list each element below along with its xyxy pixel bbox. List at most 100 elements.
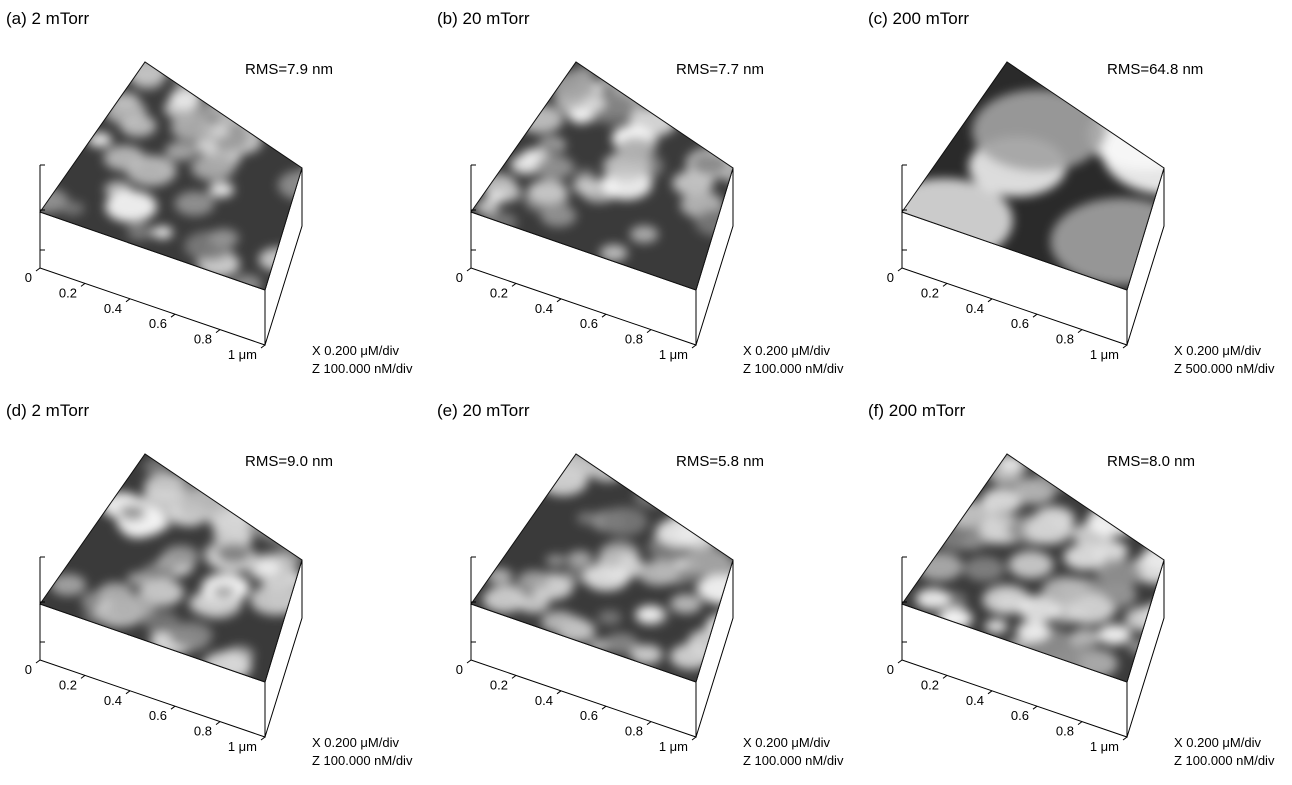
x-tick-label: 0.2 [59, 285, 77, 300]
grain [617, 137, 655, 160]
x-tick [1078, 722, 1082, 725]
grain [491, 593, 513, 606]
grain [546, 450, 597, 481]
x-tick-label: 1 μm [1090, 347, 1119, 362]
x-tick [647, 330, 651, 333]
x-tick-label: 0.4 [104, 301, 122, 316]
grain [213, 522, 253, 547]
grain [304, 182, 325, 195]
grain [700, 498, 744, 525]
x-tick [36, 660, 40, 663]
grain [236, 485, 265, 503]
grain [747, 158, 790, 184]
x-tick-label: 1 μm [228, 739, 257, 754]
x-tick-label: 0.8 [1056, 724, 1074, 739]
grain [309, 134, 357, 164]
grain [299, 173, 336, 196]
grain [1184, 517, 1229, 545]
grain [735, 132, 766, 151]
grain [127, 224, 153, 240]
grain [217, 543, 252, 564]
x-tick-label: 0 [25, 270, 32, 285]
grain [194, 139, 217, 153]
x-tick [171, 314, 175, 317]
grain [143, 458, 169, 474]
grain [541, 205, 577, 227]
x-tick [1123, 345, 1127, 348]
grain [208, 102, 236, 119]
z-scale: Z 100.000 nM/div [1174, 753, 1275, 768]
grain [517, 105, 563, 133]
grain [209, 182, 234, 197]
panel-label: (a) 2 mTorr [6, 9, 89, 28]
grain [119, 505, 145, 521]
x-tick-label: 0 [25, 662, 32, 677]
grain [1012, 477, 1056, 504]
x-tick [692, 345, 696, 348]
grain [1042, 577, 1088, 605]
grain [316, 159, 352, 181]
grain [733, 170, 759, 186]
x-tick-label: 0.4 [535, 301, 553, 316]
grain [630, 226, 658, 243]
rms-label: RMS=64.8 nm [1107, 61, 1203, 78]
x-tick-label: 0.4 [966, 693, 984, 708]
grain [264, 520, 309, 548]
x-tick-label: 1 μm [1090, 739, 1119, 754]
x-tick [126, 691, 130, 694]
x-tick-label: 0.6 [580, 708, 598, 723]
x-tick [171, 706, 175, 709]
x-tick [557, 299, 561, 302]
grain [1008, 551, 1053, 579]
x-tick [898, 660, 902, 663]
x-tick-label: 0.2 [921, 285, 939, 300]
grain [50, 574, 86, 596]
x-tick-label: 0.8 [194, 332, 212, 347]
grain [303, 187, 330, 203]
x-scale: X 0.200 μM/div [312, 343, 399, 358]
grain [301, 131, 353, 163]
grain [165, 142, 196, 161]
x-tick-label: 0.2 [59, 677, 77, 692]
z-scale: Z 500.000 nM/div [1174, 361, 1275, 376]
grain [308, 145, 357, 175]
grain [527, 179, 567, 204]
afm-panel: (b) 20 mTorrRMS=7.7 nm00.20.40.60.81 μmX… [437, 9, 844, 376]
x-tick [467, 268, 471, 271]
x-tick [898, 268, 902, 271]
z-scale: Z 100.000 nM/div [743, 753, 844, 768]
x-tick-label: 0.6 [149, 708, 167, 723]
grain [1025, 515, 1074, 545]
x-tick [36, 268, 40, 271]
grain [252, 510, 303, 542]
x-tick [602, 314, 606, 317]
grain [88, 132, 112, 147]
x-scale: X 0.200 μM/div [1174, 735, 1261, 750]
z-scale: Z 100.000 nM/div [743, 361, 844, 376]
grain [717, 508, 755, 531]
figure: (a) 2 mTorrRMS=7.9 nm00.20.40.60.81 μmX … [0, 0, 1292, 785]
x-tick [602, 706, 606, 709]
x-tick [943, 675, 947, 678]
grain [300, 529, 327, 546]
grain [650, 83, 692, 109]
grain [324, 136, 356, 156]
grain [962, 536, 984, 550]
grain [677, 507, 703, 523]
grain [727, 125, 768, 150]
grain [675, 99, 714, 123]
grain [120, 115, 156, 137]
x-tick-label: 0.2 [490, 285, 508, 300]
x-tick-label: 0.4 [104, 693, 122, 708]
grain [715, 116, 741, 132]
grain [61, 201, 84, 215]
grain [105, 191, 157, 223]
x-tick-label: 0.8 [625, 332, 643, 347]
grain [1039, 460, 1086, 489]
grain [972, 89, 1106, 171]
grain [582, 98, 605, 112]
grain [485, 191, 506, 204]
grain [1102, 110, 1239, 195]
x-tick [557, 691, 561, 694]
